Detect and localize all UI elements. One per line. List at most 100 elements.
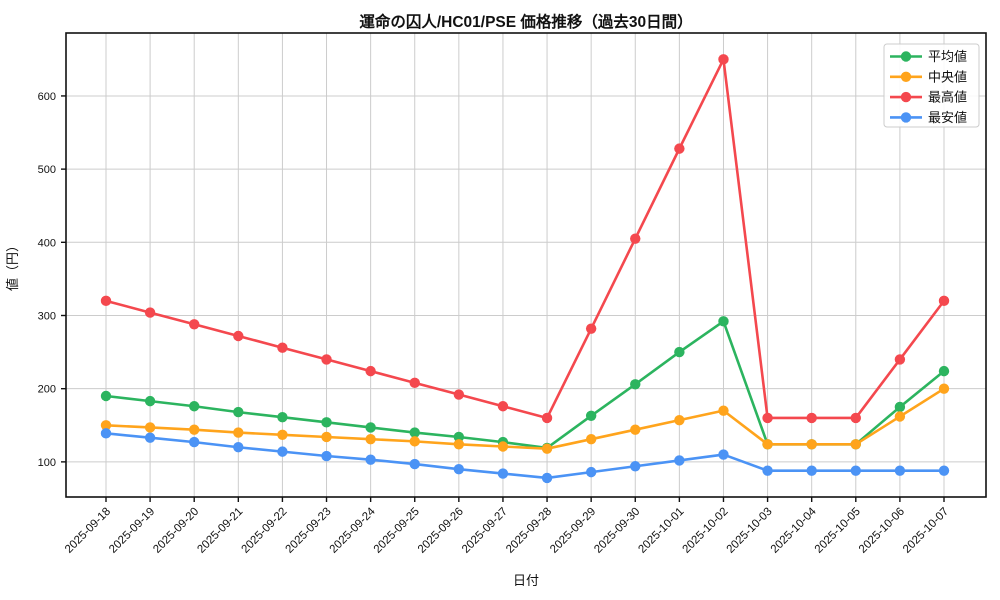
data-point-median	[365, 433, 376, 445]
data-point-lowest	[894, 465, 906, 476]
legend-item-lowest: 最安値	[890, 110, 967, 125]
data-point-median	[144, 422, 156, 433]
data-point-average	[277, 412, 288, 423]
data-point-highest	[497, 401, 509, 412]
x-tick-label: 2025-10-02	[681, 506, 731, 556]
data-point-highest	[233, 330, 244, 342]
data-point-average	[365, 422, 376, 433]
data-point-median	[938, 383, 950, 394]
series-line-highest	[104, 58, 946, 420]
data-point-average	[453, 431, 465, 443]
x-tick-label: 2025-10-04	[769, 505, 820, 556]
data-point-median	[453, 439, 465, 450]
data-point-median	[806, 439, 817, 450]
x-tick-label: 2025-09-18	[63, 506, 113, 556]
data-point-median	[321, 431, 332, 443]
data-point-highest	[938, 295, 950, 307]
axes-layer	[61, 32, 987, 502]
plot-border	[65, 32, 987, 498]
data-point-highest	[453, 389, 465, 400]
data-point-average	[674, 346, 685, 358]
data-point-lowest	[100, 428, 112, 439]
data-point-lowest	[541, 472, 553, 484]
x-tick-label: 2025-09-26	[416, 506, 466, 556]
data-point-median	[894, 411, 906, 422]
y-tick-label: 300	[38, 310, 56, 322]
data-point-average	[409, 427, 420, 438]
data-point-lowest	[718, 449, 729, 460]
data-point-median	[233, 427, 244, 438]
data-point-median	[585, 433, 597, 445]
data-point-average	[938, 365, 950, 377]
data-point-lowest	[630, 461, 641, 472]
data-point-lowest	[938, 465, 950, 476]
y-tick-label: 600	[38, 91, 56, 103]
data-point-median	[277, 429, 288, 440]
x-tick-label: 2025-09-28	[504, 506, 554, 556]
x-tick-label: 2025-10-01	[636, 506, 686, 556]
tick-labels-layer: 1002003004005006002025-09-182025-09-1920…	[38, 91, 951, 556]
data-point-lowest	[321, 450, 332, 462]
data-point-lowest	[189, 436, 200, 448]
legend-label: 中央値	[928, 69, 967, 84]
legend-label: 平均値	[928, 49, 967, 64]
data-point-lowest	[277, 446, 288, 457]
data-point-lowest	[585, 466, 597, 478]
data-point-average	[189, 401, 200, 412]
x-tick-label: 2025-09-20	[151, 506, 201, 556]
data-point-average	[718, 316, 729, 327]
data-point-lowest	[453, 463, 465, 475]
x-tick-label: 2025-09-19	[107, 506, 157, 556]
data-point-average	[100, 390, 112, 402]
data-point-highest	[850, 412, 861, 424]
data-point-highest	[321, 354, 332, 365]
data-point-median	[850, 439, 861, 450]
legend-item-median: 中央値	[890, 69, 967, 84]
data-point-lowest	[365, 454, 376, 465]
data-point-highest	[806, 412, 817, 424]
chart-title: 運命の囚人/HC01/PSE 価格推移（過去30日間）	[359, 12, 692, 31]
x-tick-label: 2025-09-24	[328, 505, 379, 556]
legend-dot-marker	[900, 71, 912, 83]
data-point-average	[894, 401, 906, 413]
x-tick-label: 2025-09-27	[460, 506, 510, 556]
data-point-lowest	[409, 458, 420, 470]
data-point-lowest	[674, 455, 685, 466]
data-point-median	[541, 443, 553, 454]
data-point-lowest	[144, 432, 156, 443]
x-tick-label: 2025-09-22	[239, 506, 289, 556]
data-point-average	[630, 379, 641, 390]
x-tick-label: 2025-10-05	[813, 506, 863, 556]
data-point-lowest	[497, 468, 509, 479]
data-point-median	[189, 424, 200, 435]
legend-dot-marker	[900, 112, 912, 123]
data-point-highest	[189, 319, 200, 330]
x-tick-label: 2025-10-03	[725, 506, 775, 556]
data-point-median	[630, 424, 641, 435]
grid-layer	[66, 33, 986, 497]
x-tick-label: 2025-09-23	[284, 506, 334, 556]
data-point-lowest	[850, 465, 861, 476]
x-tick-label: 2025-09-21	[195, 506, 245, 556]
data-point-highest	[674, 143, 685, 154]
data-point-highest	[409, 377, 420, 389]
series-line-median	[104, 387, 946, 450]
data-point-highest	[585, 323, 597, 334]
data-point-highest	[762, 412, 773, 424]
data-point-average	[144, 395, 156, 407]
data-point-median	[674, 414, 685, 426]
y-axis-label: 値（円）	[5, 239, 20, 291]
legend-item-highest: 最高値	[890, 90, 967, 105]
x-tick-label: 2025-09-29	[548, 506, 598, 556]
series-line-average	[104, 320, 946, 450]
legend-item-average: 平均値	[890, 49, 967, 64]
data-point-median	[100, 420, 112, 431]
data-point-average	[233, 406, 244, 418]
y-tick-label: 100	[38, 457, 56, 469]
data-point-highest	[541, 412, 553, 424]
data-point-highest	[718, 54, 729, 65]
legend-box	[883, 43, 980, 128]
